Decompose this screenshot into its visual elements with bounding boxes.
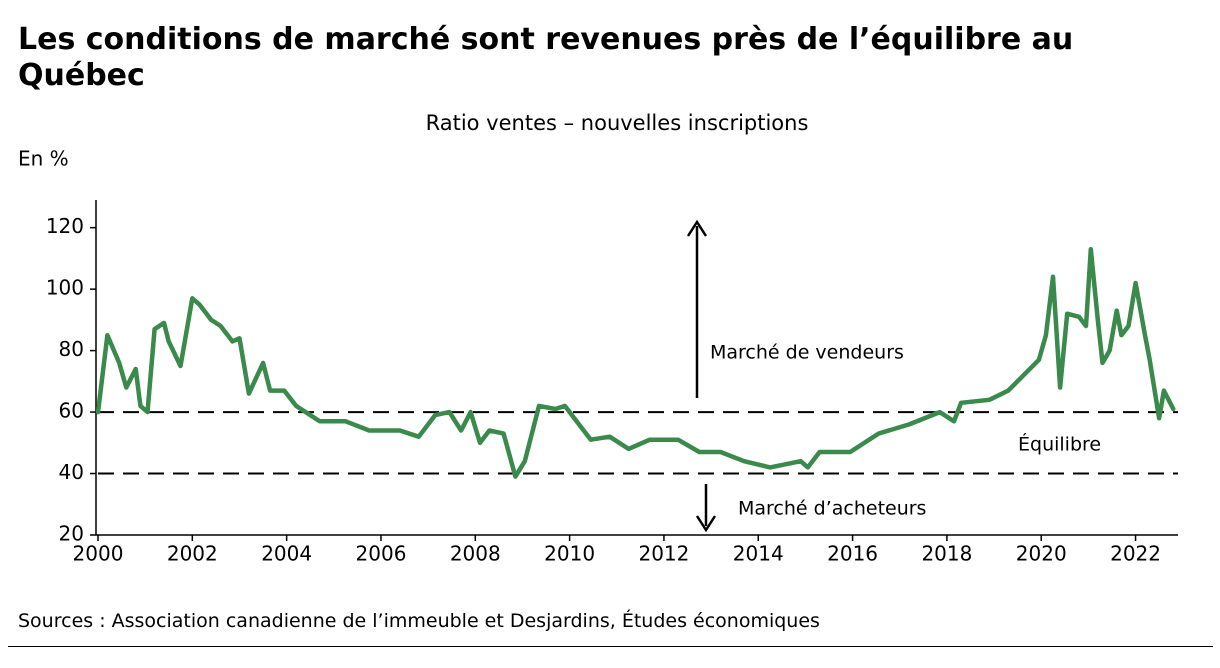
x-tick-label: 2002 <box>167 542 218 566</box>
rule <box>8 646 1213 647</box>
arrow-head <box>695 515 717 533</box>
x-tick-label: 2000 <box>73 542 124 566</box>
y-tick-label: 40 <box>59 460 84 484</box>
annotation: Marché de vendeurs <box>710 342 904 364</box>
y-tick-label: 60 <box>59 399 84 423</box>
source: Sources : Association canadienne de l’im… <box>18 610 820 632</box>
x-tick-label: 2020 <box>1016 542 1067 566</box>
y-tick-label: 120 <box>46 214 84 238</box>
x-tick-label: 2018 <box>921 542 972 566</box>
x-tick-label: 2010 <box>544 542 595 566</box>
x-tick-label: 2004 <box>261 542 312 566</box>
chart-title: Les conditions de marché sont revenues p… <box>18 22 1074 93</box>
x-tick-label: 2008 <box>450 542 501 566</box>
arrow-head <box>686 219 708 237</box>
y-axis-label: En % <box>18 147 69 171</box>
y-tick-label: 100 <box>46 276 84 300</box>
x-tick-label: 2016 <box>827 542 878 566</box>
x-tick-label: 2006 <box>356 542 407 566</box>
y-tick-label: 80 <box>59 337 84 361</box>
y-tick-label: 20 <box>59 522 84 546</box>
x-tick-label: 2022 <box>1110 542 1161 566</box>
annotation: Marché d’acheteurs <box>738 498 926 520</box>
x-tick-label: 2014 <box>733 542 784 566</box>
x-tick-label: 2012 <box>638 542 689 566</box>
annotation: Équilibre <box>1018 433 1101 456</box>
line-series <box>95 246 1176 479</box>
chart-subtitle: Ratio ventes – nouvelles inscriptions <box>426 111 809 135</box>
